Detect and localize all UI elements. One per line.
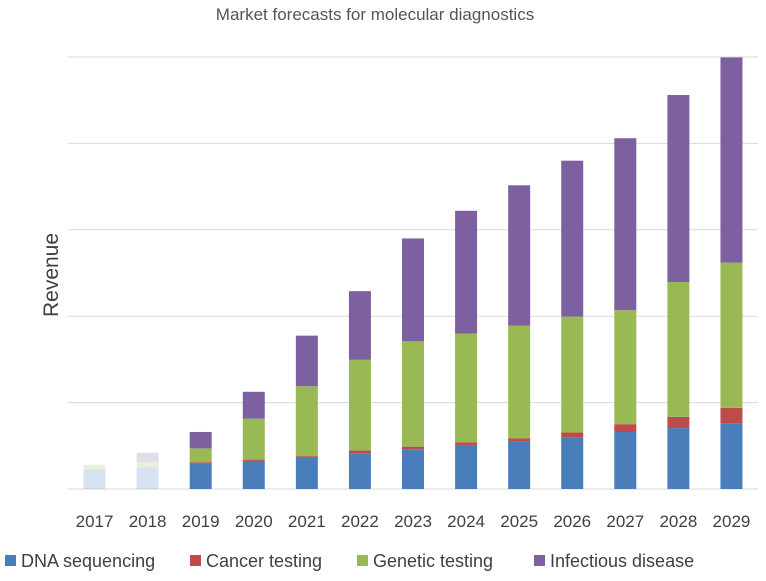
bar-2024-genetic-testing [455,333,478,443]
bar-2028-cancer-testing [667,416,690,429]
legend-label-infectious-disease: Infectious disease [550,551,694,571]
x-tick-label: 2024 [447,512,485,531]
bar-2029-genetic-testing [720,262,743,408]
bar-2029-dna-sequencing [720,423,743,489]
bar-2020-genetic-testing [242,418,265,460]
bar-2027-infectious-disease [614,138,637,311]
bar-2025-cancer-testing [508,438,531,442]
bar-2024-dna-sequencing [455,444,478,489]
bar-2021-cancer-testing [295,456,318,458]
x-tick-label: 2026 [553,512,591,531]
bar-2021-genetic-testing [295,386,318,457]
x-tick-label: 2018 [129,512,167,531]
bar-2023-infectious-disease [402,238,424,342]
bar-2024-cancer-testing [455,442,478,445]
bar-2028-dna-sequencing [667,428,690,489]
legend-label-cancer-testing: Cancer testing [206,551,322,571]
bars [83,57,743,489]
y-axis-label: Revenue [40,233,63,317]
legend-label-dna-sequencing: DNA sequencing [21,551,155,571]
bar-2019-cancer-testing [189,462,212,464]
bar-2022-cancer-testing [348,450,371,454]
bar-2023-dna-sequencing [402,449,424,489]
x-tick-label: 2021 [288,512,326,531]
x-tick-label: 2022 [341,512,379,531]
bar-2024-infectious-disease [455,210,478,334]
x-tick-label: 2023 [394,512,432,531]
bar-2029-cancer-testing [720,407,743,424]
legend-swatch-genetic-testing [357,555,368,566]
bar-2023-genetic-testing [402,341,424,447]
x-tick-label: 2017 [76,512,114,531]
bar-2029-infectious-disease [720,57,743,263]
chart-title: Market forecasts for molecular diagnosti… [216,5,534,24]
bar-2022-infectious-disease [348,291,371,360]
bar-2022-genetic-testing [348,359,371,451]
bar-2027-dna-sequencing [614,431,637,489]
bar-2027-genetic-testing [614,310,637,425]
bar-2021-infectious-disease [295,335,318,387]
bar-2019-infectious-disease [189,431,212,449]
bar-2018-dna-sequencing [136,467,159,489]
legend-swatch-infectious-disease [534,555,545,566]
bar-2028-infectious-disease [667,95,690,283]
x-tick-label: 2019 [182,512,220,531]
bar-2026-cancer-testing [561,432,584,438]
bar-2017-dna-sequencing [83,469,106,489]
bar-2028-genetic-testing [667,282,690,417]
bar-2022-dna-sequencing [348,453,371,489]
bar-2018-infectious-disease [136,452,159,462]
bar-2025-infectious-disease [508,185,531,326]
bar-2026-genetic-testing [561,316,584,433]
bar-2018-genetic-testing [136,461,159,468]
legend-label-genetic-testing: Genetic testing [373,551,493,571]
x-tick-label: 2029 [713,512,751,531]
bar-2023-cancer-testing [402,446,424,450]
legend-swatch-cancer-testing [190,555,201,566]
bar-2017-genetic-testing [83,464,106,470]
x-tick-label: 2020 [235,512,273,531]
legend-swatch-dna-sequencing [5,555,16,566]
bar-2026-dna-sequencing [561,437,584,489]
bar-2027-cancer-testing [614,424,637,432]
x-tick-label: 2028 [659,512,697,531]
bar-2025-dna-sequencing [508,441,531,489]
bar-2020-cancer-testing [242,459,265,461]
x-tick-label: 2027 [606,512,644,531]
bar-2020-dna-sequencing [242,460,265,489]
x-tick-labels: 2017 2018 2019 2020 2021 2022 2023 2024 2025 2026… [76,512,751,531]
bar-2019-dna-sequencing [189,463,212,489]
bar-2021-dna-sequencing [295,457,318,489]
bar-2026-infectious-disease [561,160,584,317]
bar-2020-infectious-disease [242,391,265,419]
legend: DNA sequencing Cancer testing Genetic test… [5,551,694,571]
bar-2019-genetic-testing [189,448,212,463]
x-tick-label: 2025 [500,512,538,531]
bar-2025-genetic-testing [508,325,531,439]
